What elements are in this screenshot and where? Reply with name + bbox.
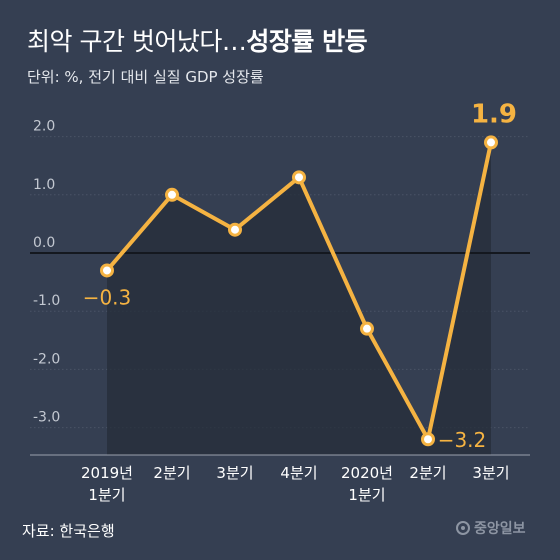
publisher-logo: 중앙일보 xyxy=(456,518,526,538)
y-tick-label: -2.0 xyxy=(33,351,60,367)
x-tick-label: 4분기 xyxy=(280,464,317,482)
data-label: −0.3 xyxy=(83,285,132,309)
y-tick-label: 0.0 xyxy=(33,235,55,251)
chart-title-main: 최악 구간 벗어났다… xyxy=(27,27,247,56)
logo-text: 중앙일보 xyxy=(474,521,526,537)
x-tick-label: 2분기 xyxy=(409,464,446,482)
data-point xyxy=(421,432,435,447)
data-label: 1.9 xyxy=(471,99,517,129)
area-fill xyxy=(107,142,491,456)
data-point xyxy=(165,187,179,202)
chart-title-emphasis: 성장률 반등 xyxy=(246,27,368,56)
chart-subtitle: 단위: %, 전기 대비 실질 GDP 성장률 xyxy=(27,68,264,86)
data-point xyxy=(292,170,306,185)
y-tick-label: 1.0 xyxy=(33,177,55,193)
data-point xyxy=(360,321,374,336)
data-label: −3.2 xyxy=(438,428,487,452)
y-tick-label: -3.0 xyxy=(33,410,60,426)
y-tick-label: -1.0 xyxy=(33,293,60,309)
data-point xyxy=(100,263,114,278)
x-tick-label: 3분기 xyxy=(216,464,253,482)
x-tick-label: 3분기 xyxy=(472,464,509,482)
x-tick-label: 2분기 xyxy=(153,464,190,482)
source-note: 자료: 한국은행 xyxy=(22,522,115,540)
y-tick-label: 2.0 xyxy=(33,119,55,135)
x-tick-label: 1분기 xyxy=(348,486,385,504)
data-point xyxy=(228,222,242,237)
x-tick-label: 2019년 xyxy=(81,464,133,482)
logo-circle-icon xyxy=(456,521,470,535)
x-tick-label: 1분기 xyxy=(88,486,125,504)
chart-title: 최악 구간 벗어났다…성장률 반등 xyxy=(27,22,368,58)
data-point xyxy=(484,135,498,150)
x-tick-label: 2020년 xyxy=(341,464,393,482)
